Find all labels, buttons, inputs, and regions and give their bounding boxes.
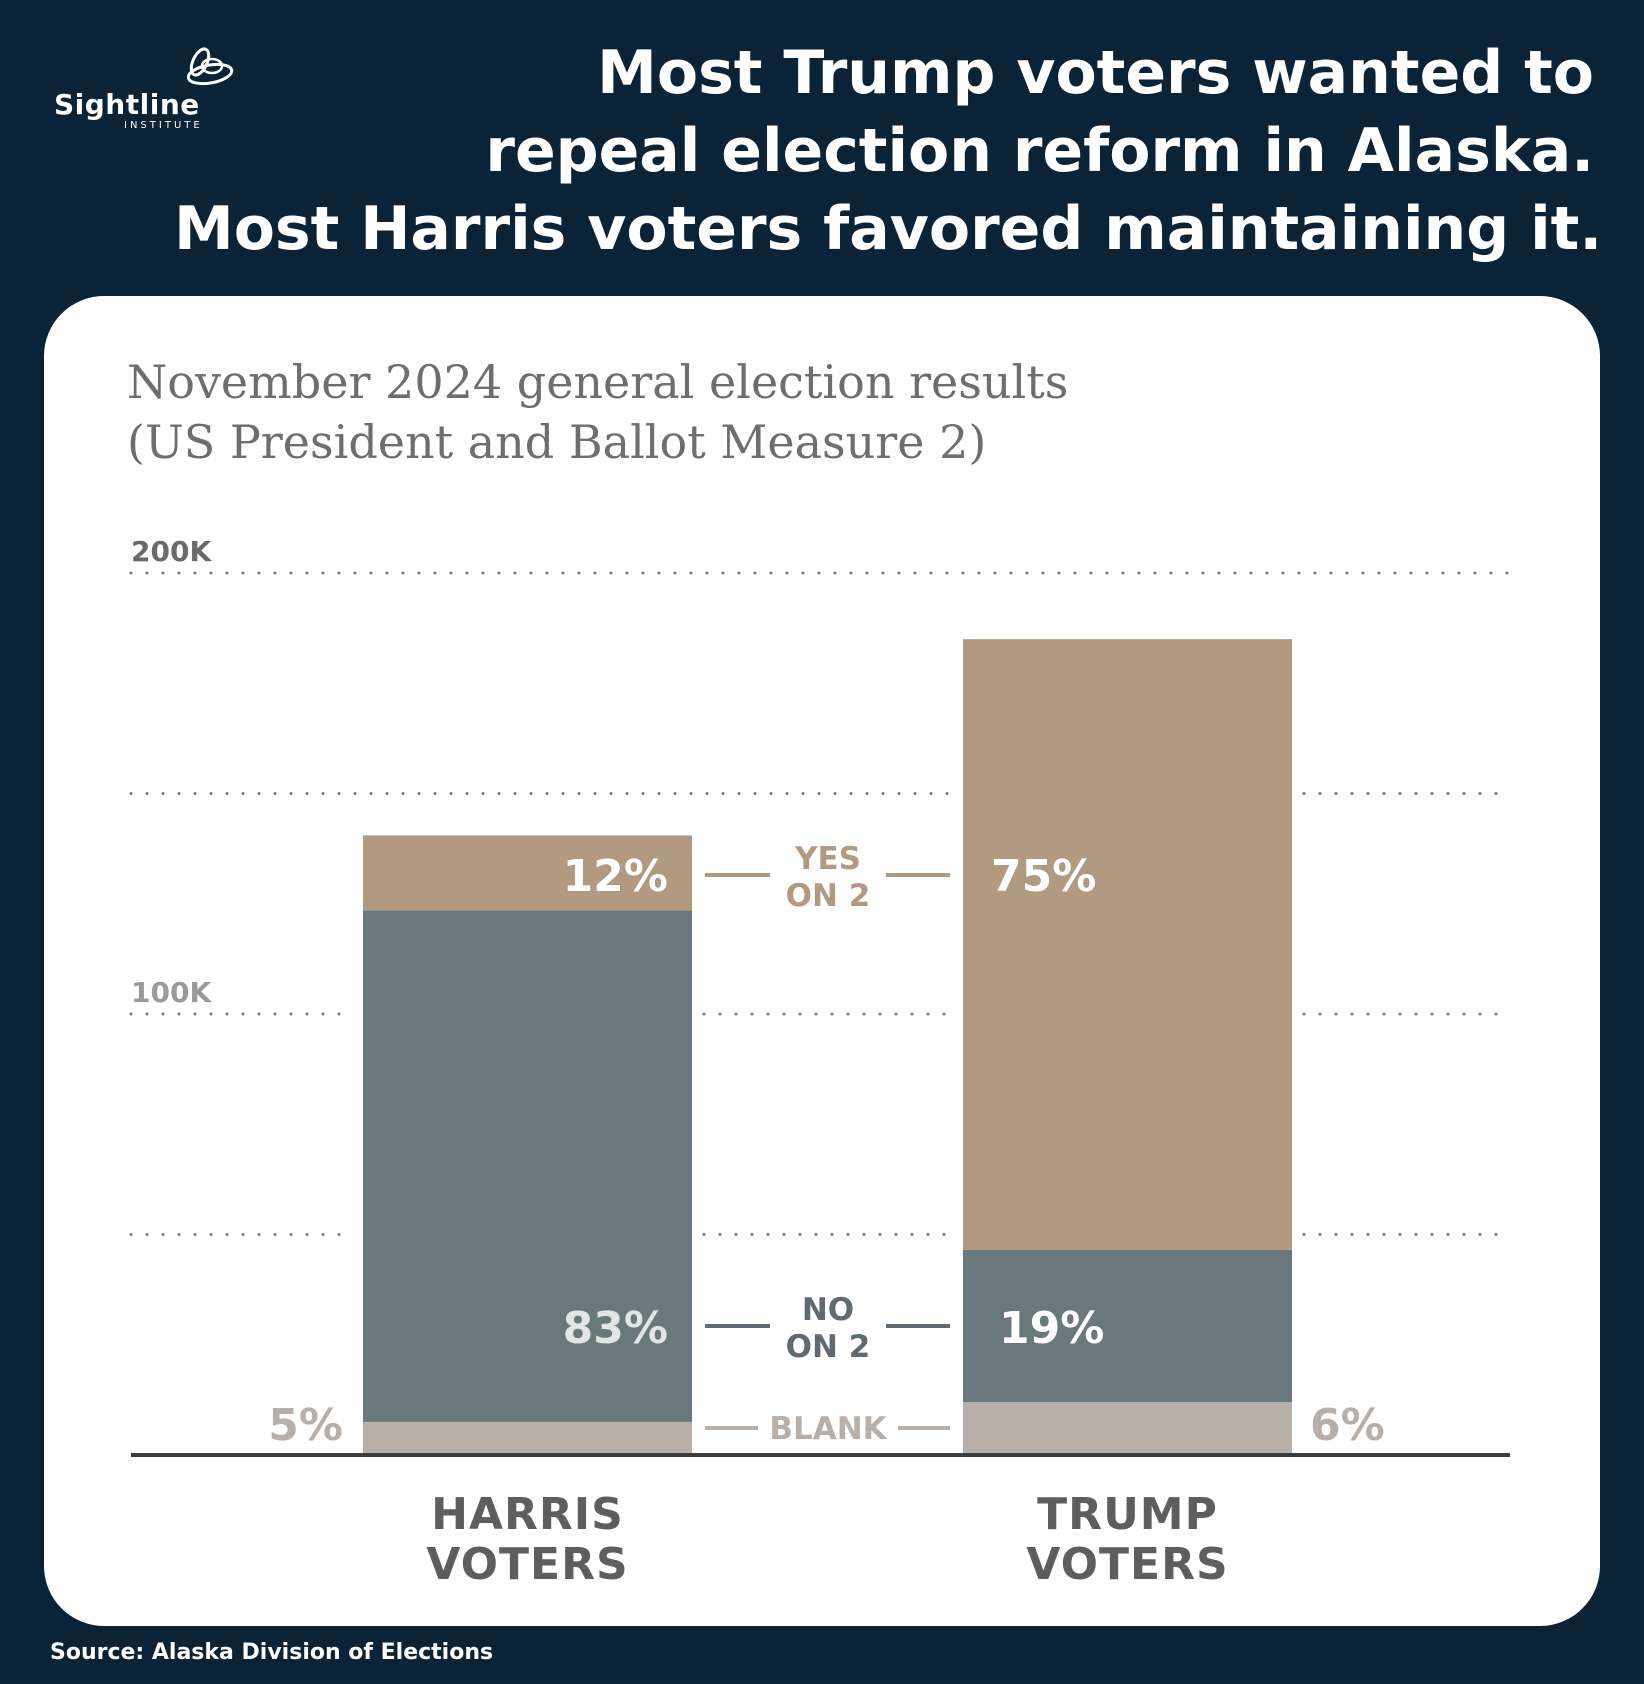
value-label-harris-blank: 5% (268, 1400, 343, 1451)
bar-trump-blank (963, 1402, 1292, 1455)
source-note: Source: Alaska Division of Elections (50, 1640, 494, 1665)
bar-trump-yes-on-2 (963, 639, 1292, 1250)
legend-label-0-line-1: YES (794, 841, 861, 877)
sightline-logo-icon (186, 47, 234, 86)
chart-subtitle: November 2024 general election results (… (127, 352, 1068, 472)
logo-subtext: INSTITUTE (124, 120, 203, 131)
category-label-trump-line-1: TRUMP (1037, 1489, 1218, 1540)
bar-harris-blank (363, 1421, 692, 1455)
category-label-harris-line-2: VOTERS (426, 1539, 628, 1590)
headline-line-3: Most Harris voters favored maintaining i… (174, 194, 1603, 264)
value-label-trump-yes: 75% (991, 851, 1096, 902)
logo-wordmark: Sightline (54, 88, 200, 121)
chart-card (44, 296, 1600, 1626)
value-label-trump-blank: 6% (1310, 1400, 1385, 1451)
legend-label-0-line-2: ON 2 (786, 878, 871, 914)
sightline-logo: Sightline INSTITUTE (52, 44, 242, 134)
bar-harris-no-on-2 (363, 910, 692, 1422)
chart-subtitle-line: (US President and Ballot Measure 2) (127, 415, 987, 469)
headline: Most Trump voters wanted to repeal elect… (174, 34, 1603, 268)
legend-label-1-line-2: ON 2 (786, 1329, 871, 1365)
chart-title: November 2024 general election results (127, 355, 1069, 409)
headline-line-2: repeal election reform in Alaska. (485, 116, 1594, 186)
y-tick-label-0: 200K (131, 535, 212, 568)
headline-line-1: Most Trump voters wanted to (597, 38, 1594, 108)
legend-label-2: BLANK (769, 1411, 887, 1447)
bar-trump-no-on-2 (963, 1249, 1292, 1403)
category-label-trump-line-2: VOTERS (1026, 1539, 1228, 1590)
category-label-harris-line-1: HARRIS (431, 1489, 624, 1540)
y-tick-label-2: 100K (131, 976, 212, 1009)
value-label-harris-no: 83% (563, 1303, 668, 1354)
value-label-harris-yes: 12% (563, 851, 668, 902)
value-label-trump-no: 19% (999, 1303, 1104, 1354)
bar-harris-yes-on-2 (363, 835, 692, 911)
legend-label-1-line-1: NO (802, 1292, 854, 1328)
